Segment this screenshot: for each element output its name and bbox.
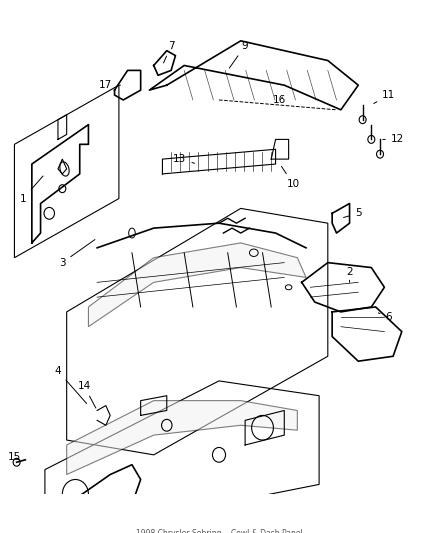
Text: 7: 7 [163,41,174,63]
Text: 5: 5 [343,208,362,219]
Text: 17: 17 [99,80,120,90]
Text: 1998 Chrysler Sebring    Cowl & Dash Panel: 1998 Chrysler Sebring Cowl & Dash Panel [136,529,302,533]
Text: 11: 11 [374,90,396,103]
Text: 14: 14 [78,381,96,408]
Polygon shape [88,243,306,327]
Text: 1: 1 [20,176,43,204]
Text: 2: 2 [346,268,353,282]
Text: 4: 4 [55,366,87,403]
Text: 15: 15 [8,453,21,462]
Text: 9: 9 [230,41,248,68]
Text: 16: 16 [273,95,286,105]
Text: 12: 12 [383,134,404,144]
Text: 6: 6 [378,312,392,322]
Text: 10: 10 [282,166,300,189]
Polygon shape [67,401,297,474]
Text: 13: 13 [173,154,194,164]
Text: 3: 3 [59,239,95,268]
